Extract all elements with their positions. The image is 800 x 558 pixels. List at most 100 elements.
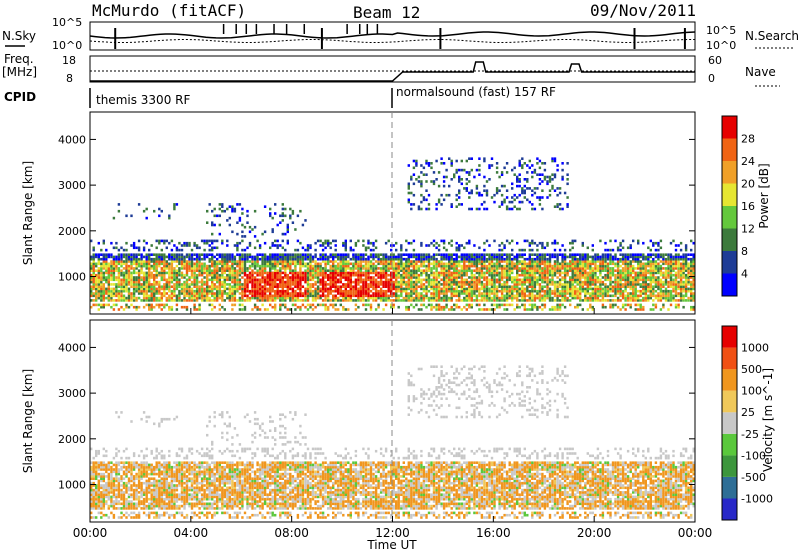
power-cell [582, 285, 584, 288]
power-cell [352, 292, 354, 295]
power-cell [282, 297, 284, 300]
power-cell [118, 203, 120, 206]
power-cell [385, 304, 387, 307]
power-cell [395, 269, 397, 272]
power-cell [231, 304, 233, 307]
power-cell [292, 281, 294, 284]
power-cell [408, 295, 410, 298]
power-cell [609, 306, 611, 309]
power-cell [110, 292, 112, 295]
power-cell [418, 260, 420, 263]
power-cell [360, 281, 362, 284]
power-cell [156, 267, 158, 270]
power-cell [370, 304, 372, 307]
power-cell [352, 253, 354, 256]
power-cell [529, 167, 531, 170]
power-cell [534, 258, 536, 261]
power-cell [491, 292, 493, 295]
power-cell [158, 274, 160, 277]
power-cell [224, 281, 226, 284]
power-cell [458, 189, 460, 192]
power-cell [274, 279, 276, 282]
station-title: McMurdo (fitACF) [92, 1, 246, 20]
power-cell [453, 176, 455, 179]
power-cell [304, 306, 306, 309]
power-cell [277, 260, 279, 263]
power-cell [236, 281, 238, 284]
power-cell [549, 274, 551, 277]
power-cell [249, 281, 251, 284]
power-cell [125, 290, 127, 293]
power-cell [443, 299, 445, 302]
power-cell [148, 283, 150, 286]
power-cell [209, 260, 211, 263]
power-cell [93, 258, 95, 261]
power-cell [511, 240, 513, 243]
power-cell [284, 274, 286, 277]
power-cell [398, 274, 400, 277]
power-cell [425, 292, 427, 295]
power-cell [524, 260, 526, 263]
power-cell [340, 267, 342, 270]
power-cell [211, 210, 213, 213]
power-cell [589, 297, 591, 300]
power-cell [360, 297, 362, 300]
power-cell [592, 249, 594, 252]
power-cell [244, 292, 246, 295]
power-cell [461, 299, 463, 302]
power-cell [516, 279, 518, 282]
power-cell [549, 279, 551, 282]
power-cell [539, 267, 541, 270]
power-cell [521, 269, 523, 272]
power-cell [186, 279, 188, 282]
power-cell [521, 281, 523, 284]
power-cell [324, 290, 326, 293]
power-cell [277, 290, 279, 293]
power-cell [287, 281, 289, 284]
power-cell [236, 203, 238, 206]
power-cell [572, 247, 574, 250]
power-cell [272, 274, 274, 277]
power-cell [176, 299, 178, 302]
power-cell [468, 173, 470, 176]
power-cell [146, 263, 148, 266]
power-cell [299, 285, 301, 288]
power-cell [569, 292, 571, 295]
power-cell [148, 269, 150, 272]
power-cell [443, 295, 445, 298]
power-cell [438, 171, 440, 174]
power-cell [597, 292, 599, 295]
power-cell [554, 242, 556, 245]
power-cell [617, 265, 619, 268]
power-cell [445, 276, 447, 279]
power-cell [370, 297, 372, 300]
power-cell [219, 208, 221, 211]
power-cell [582, 276, 584, 279]
power-cell [297, 253, 299, 256]
power-cell [541, 242, 543, 245]
power-cell [453, 308, 455, 311]
power-cell [163, 269, 165, 272]
power-cell [564, 281, 566, 284]
power-cell [511, 281, 513, 284]
power-cell [481, 253, 483, 256]
power-cell [239, 242, 241, 245]
power-cell [125, 299, 127, 302]
power-cell [342, 290, 344, 293]
power-cell [443, 199, 445, 202]
power-cell [385, 292, 387, 295]
power-cell [516, 281, 518, 284]
power-cell [302, 260, 304, 263]
power-cell [541, 279, 543, 282]
power-cell [282, 203, 284, 206]
power-cell [380, 283, 382, 286]
power-cell [549, 269, 551, 272]
power-cell [100, 274, 102, 277]
power-cell [536, 253, 538, 256]
power-cell [279, 299, 281, 302]
power-cell [277, 274, 279, 277]
power-cell [627, 247, 629, 250]
power-cell [617, 292, 619, 295]
power-cell [592, 308, 594, 311]
power-cell [171, 297, 173, 300]
